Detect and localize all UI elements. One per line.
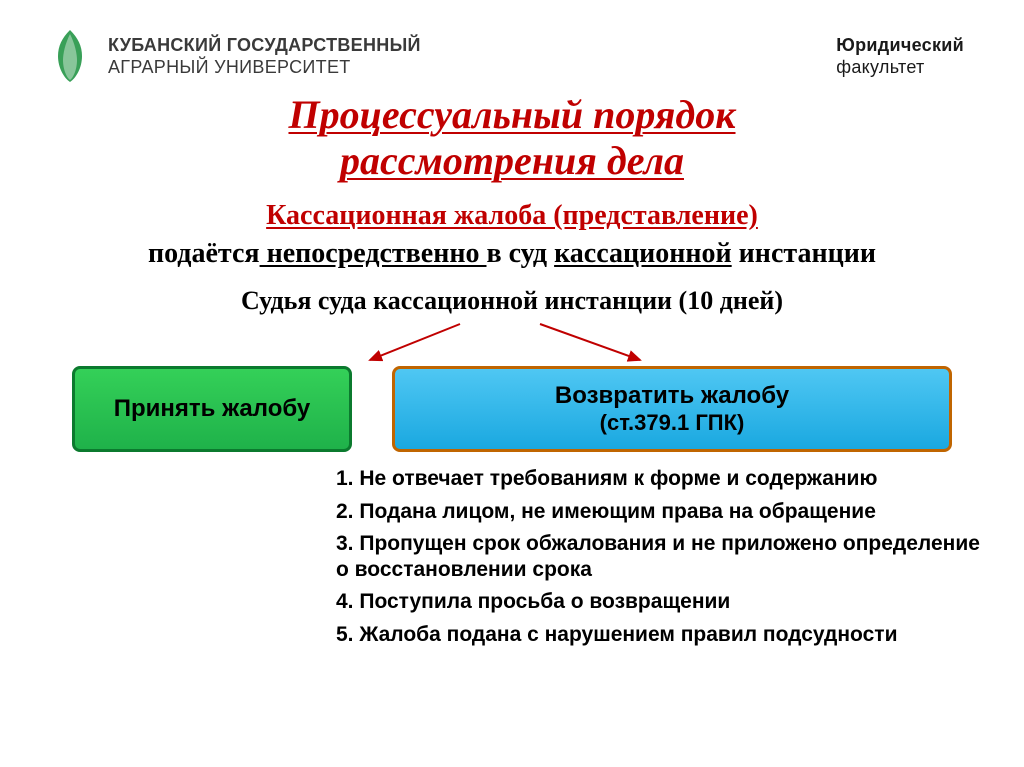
decision-boxes: Принять жалобу Возвратить жалобу (ст.379… <box>0 366 1024 452</box>
submit-mid: в суд <box>487 238 555 269</box>
judge-line: Судья суда кассационной инстанции (10 дн… <box>0 286 1024 316</box>
faculty-line1: Юридический <box>836 35 964 55</box>
university-name: Кубанский государственный аграрный униве… <box>108 34 421 79</box>
accept-box: Принять жалобу <box>72 366 352 452</box>
university-name-line1: Кубанский государственный <box>108 35 421 55</box>
return-label-line1: Возвратить жалобу <box>555 382 789 410</box>
slide-header: Кубанский государственный аграрный униве… <box>0 0 1024 84</box>
submit-line: подаётся непосредственно в суд кассацион… <box>0 238 1024 270</box>
reason-item: 3. Пропущен срок обжалования и не прилож… <box>336 531 984 582</box>
return-box: Возвратить жалобу (ст.379.1 ГПК) <box>392 366 952 452</box>
logo-block: Кубанский государственный аграрный униве… <box>48 28 421 84</box>
faculty-line2: факультет <box>836 57 924 77</box>
return-label-line2: (ст.379.1 ГПК) <box>600 410 745 436</box>
main-title: Процессуальный порядок рассмотрения дела <box>0 92 1024 184</box>
accept-label: Принять жалобу <box>114 395 310 423</box>
submit-underline-1: непосредственно <box>260 238 487 269</box>
main-title-line2: рассмотрения дела <box>340 138 684 183</box>
arrow-right-icon <box>540 324 640 360</box>
university-logo-icon <box>48 28 92 84</box>
main-title-line1: Процессуальный порядок <box>288 92 735 137</box>
subtitle: Кассационная жалоба (представление) <box>0 200 1024 232</box>
arrows <box>0 320 1024 366</box>
faculty-name: Юридический факультет <box>836 34 964 79</box>
arrow-left-icon <box>370 324 460 360</box>
judge-line-text: Судья суда кассационной инстанции (10 дн… <box>241 286 783 315</box>
reason-item: 2. Подана лицом, не имеющим права на обр… <box>336 499 984 525</box>
university-name-line2: аграрный университет <box>108 57 351 77</box>
submit-underline-2: кассационной <box>554 238 732 269</box>
reason-item: 1. Не отвечает требованиям к форме и сод… <box>336 466 984 492</box>
reason-item: 4. Поступила просьба о возвращении <box>336 589 984 615</box>
submit-suffix: инстанции <box>732 238 876 269</box>
subtitle-text: Кассационная жалоба (представление) <box>266 200 758 231</box>
reason-item: 5. Жалоба подана с нарушением правил под… <box>336 622 984 648</box>
submit-prefix: подаётся <box>148 238 260 269</box>
return-reasons-list: 1. Не отвечает требованиям к форме и сод… <box>0 466 1024 648</box>
